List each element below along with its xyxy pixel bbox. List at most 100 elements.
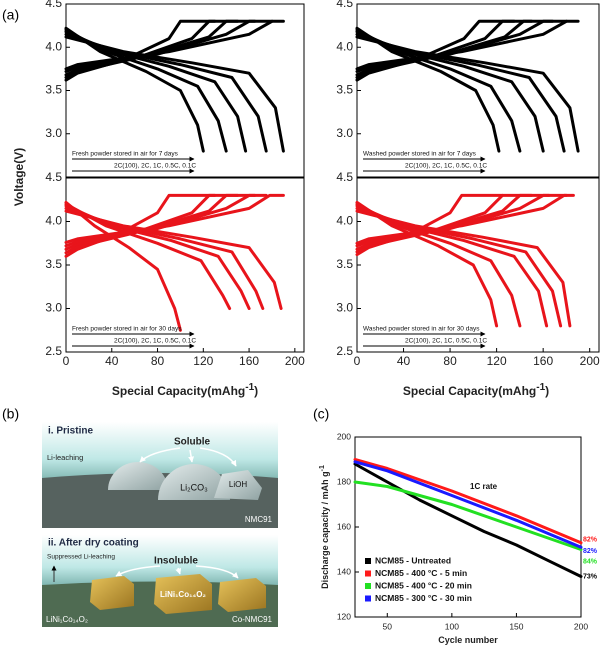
arrow	[175, 567, 182, 575]
arrow	[115, 565, 161, 577]
series-line	[353, 462, 583, 578]
series-line	[64, 19, 257, 77]
legend-swatch	[365, 595, 371, 602]
annotation: Washed powder stored in air for 7 days	[363, 151, 477, 158]
y-tick-label: 3.5	[45, 257, 62, 271]
arrow	[188, 449, 195, 463]
series-line	[355, 200, 499, 328]
x-axis-label: Cycle number	[438, 635, 498, 645]
series-line	[355, 209, 572, 328]
label: Li-leaching	[47, 453, 83, 462]
series-line	[355, 193, 504, 257]
y-tick-label: 4.5	[336, 0, 353, 10]
series-line	[64, 35, 285, 153]
annotation: Fresh powder stored in air for 7 days	[72, 151, 179, 158]
y-tick-label: 3.5	[45, 83, 62, 97]
x-tick-label: 120	[487, 354, 507, 368]
series-line	[64, 193, 240, 255]
y-tick-label: 2.5	[45, 344, 62, 358]
label: Suppressed Li-leaching	[47, 554, 115, 561]
y-axis-label: Discharge capacity / mAh g-1	[319, 465, 331, 589]
end-label: 82%	[583, 537, 598, 544]
label: LiOH	[229, 480, 247, 489]
y-tick-label: 2.5	[336, 344, 353, 358]
label: NMC91	[245, 515, 273, 524]
series-line	[355, 193, 551, 251]
y-tick-label: 4.5	[45, 170, 62, 184]
x-axis-label-sup: -1	[536, 382, 545, 393]
series-line	[64, 28, 228, 153]
x-tick-label: 0	[354, 354, 361, 368]
series-line	[64, 19, 274, 73]
x-tick-label: 160	[239, 354, 259, 368]
x-axis-label-text: Cycle number	[438, 635, 498, 645]
y-tick-label: 3.0	[45, 126, 62, 140]
x-tick-label: 120	[193, 354, 213, 368]
arrow	[195, 565, 239, 579]
end-label: 82%	[583, 548, 598, 555]
series-line	[64, 26, 205, 153]
y-tick-label: 4.0	[45, 39, 62, 53]
panel-label: (a)	[2, 7, 19, 23]
x-tick-label: 150	[509, 621, 523, 631]
series-line	[64, 209, 283, 310]
series-line	[64, 19, 217, 82]
x-axis-label-end: )	[254, 384, 258, 398]
series-line	[64, 193, 257, 251]
y-tick-label: 180	[337, 476, 351, 486]
x-axis-label-sup: -1	[245, 382, 254, 393]
y-tick-label: 3.0	[45, 301, 62, 315]
series-line	[353, 458, 583, 545]
series-line	[64, 19, 240, 79]
end-label: 73%	[583, 573, 598, 580]
annotation: Washed powder stored in air for 30 days	[363, 326, 480, 333]
legend-swatch	[365, 583, 371, 589]
series-line	[355, 193, 575, 245]
annotation: Fresh powder stored in air for 30 days	[72, 326, 182, 333]
y-tick-label: 3.5	[336, 257, 353, 271]
annotation: 2C(100), 2C, 1C, 0.5C, 0.1C	[405, 338, 487, 345]
y-tick-label: 120	[337, 611, 351, 621]
diagram-top: i. Pristine Soluble Li-leaching Li₂CO₃ L…	[42, 422, 278, 528]
panel-label: (c)	[313, 406, 329, 422]
y-tick-label: 3.0	[336, 126, 353, 140]
x-tick-label: 40	[397, 354, 411, 368]
series-line	[64, 193, 268, 248]
series-line	[64, 19, 285, 71]
end-label: 84%	[583, 558, 598, 565]
y-tick-label: 4.0	[336, 39, 353, 53]
label: LiNi₁Co₁₄O₂	[160, 590, 206, 599]
series-line	[353, 480, 583, 551]
y-tick-label: 4.5	[45, 0, 62, 10]
y-tick-label: 140	[337, 566, 351, 576]
particle	[218, 578, 266, 612]
x-axis-label-text: Special Capacity(mAhg	[112, 384, 245, 398]
series-line	[355, 202, 522, 328]
label: Insoluble	[154, 556, 198, 567]
y-axis-label: Voltage(V)	[12, 148, 26, 206]
annotation: 2C(100), 2C, 1C, 0.5C, 0.1C	[405, 163, 487, 170]
legend-label: NCM85 - 400 °C - 5 min	[375, 568, 467, 578]
section-title: ii. After dry coating	[48, 538, 139, 549]
series-line	[355, 193, 568, 248]
x-axis-label: Special Capacity(mAhg-1)	[112, 382, 258, 399]
x-tick-label: 80	[443, 354, 457, 368]
series-line	[355, 35, 580, 153]
series-line	[353, 460, 583, 549]
panel-label: (b)	[2, 406, 19, 422]
series-line	[64, 193, 217, 258]
arrow	[199, 447, 237, 467]
legend-label: NCM85 - Untreated	[375, 555, 451, 565]
y-tick-label: 4.0	[336, 214, 353, 228]
y-axis-label-text: Voltage(V)	[12, 148, 26, 206]
x-axis-label-end: )	[545, 384, 549, 398]
label: Soluble	[174, 437, 211, 448]
label: Li₂CO₃	[180, 482, 208, 492]
x-tick-label: 200	[580, 354, 600, 368]
particle	[154, 574, 212, 614]
particle	[214, 470, 262, 500]
particle	[108, 462, 168, 490]
y-tick-label: 4.5	[336, 170, 353, 184]
label: LiNi₁Co₁₄O₂	[46, 615, 88, 624]
